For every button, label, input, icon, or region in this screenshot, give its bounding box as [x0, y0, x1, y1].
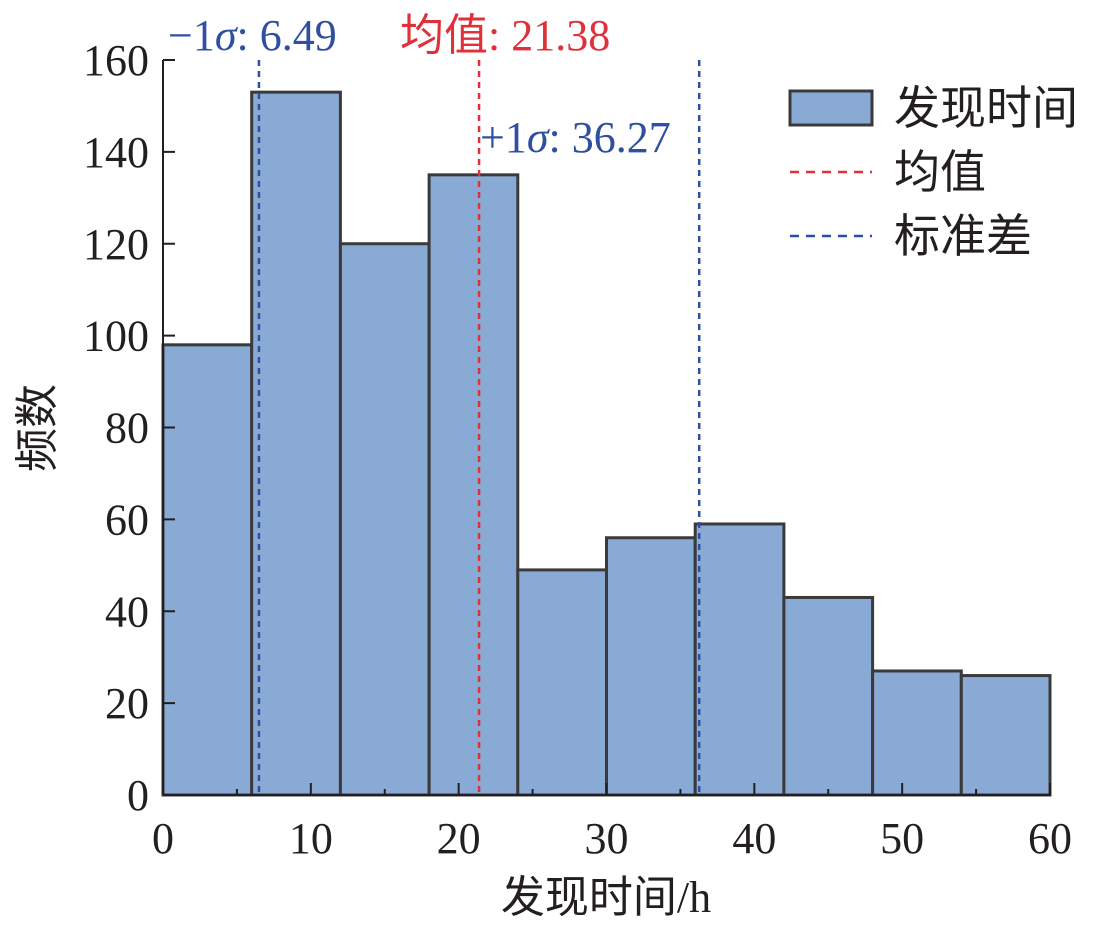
histogram-bar — [605, 536, 697, 797]
legend-label: 发现时间 — [894, 83, 1078, 134]
y-ticks-group: 0 20 40 60 80 100 120 140 160 — [83, 36, 175, 820]
reference-lines-group — [257, 60, 701, 795]
y-axis-title: 频数 — [13, 384, 62, 472]
bars-group — [161, 90, 1052, 797]
legend-label: 均值 — [894, 147, 986, 198]
plus-sigma-label: +1σ: 36.27 — [480, 113, 671, 162]
y-tick-label: 60 — [105, 495, 149, 544]
histogram-bar — [782, 595, 875, 797]
x-tick-label: 20 — [437, 814, 481, 863]
y-tick-label: 0 — [127, 771, 149, 820]
y-tick-label: 100 — [83, 312, 149, 361]
x-ticks-group: 0 10 20 30 40 50 60 — [152, 783, 1072, 863]
histogram-bar — [338, 242, 431, 797]
x-tick-label: 40 — [732, 814, 776, 863]
y-tick-label: 40 — [105, 587, 149, 636]
mean-label: 均值: 21.38 — [400, 11, 610, 60]
histogram-bar — [693, 522, 786, 797]
histogram-bar — [516, 568, 608, 797]
legend-patch — [788, 89, 874, 127]
x-tick-label: 30 — [585, 814, 629, 863]
x-axis-title: 发现时间/h — [501, 873, 711, 922]
minus-sigma-label: −1σ: 6.49 — [168, 11, 337, 60]
x-tick-label: 10 — [289, 814, 333, 863]
y-tick-label: 80 — [105, 404, 149, 453]
y-tick-label: 120 — [83, 220, 149, 269]
legend-label: 标准差 — [894, 211, 1032, 262]
histogram-bar — [250, 90, 342, 797]
x-tick-label: 60 — [1028, 814, 1072, 863]
annotations-group: −1σ: 6.49 均值: 21.38 +1σ: 36.27 — [168, 11, 671, 162]
x-tick-label: 0 — [152, 814, 174, 863]
histogram-bar — [161, 343, 254, 797]
y-tick-label: 140 — [83, 128, 149, 177]
histogram-bar — [959, 674, 1052, 797]
y-tick-label: 160 — [83, 36, 149, 85]
histogram-bar — [871, 669, 963, 797]
histogram-bar — [427, 173, 520, 797]
x-tick-label: 50 — [880, 814, 924, 863]
y-tick-label: 20 — [105, 679, 149, 728]
